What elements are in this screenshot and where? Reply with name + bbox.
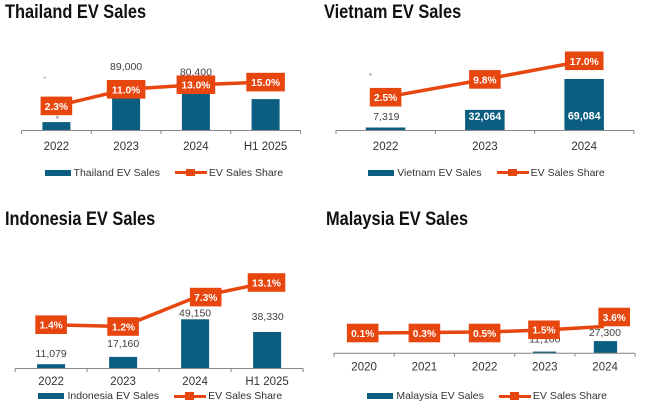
svg-text:17,160: 17,160 [107, 338, 139, 350]
svg-text:38,330: 38,330 [252, 311, 284, 323]
svg-text:32,064: 32,064 [469, 111, 502, 123]
svg-text:2023: 2023 [113, 141, 139, 153]
svg-text:9.8%: 9.8% [473, 75, 496, 86]
svg-text:7,319: 7,319 [373, 111, 399, 123]
svg-text:1.5%: 1.5% [532, 326, 555, 337]
svg-text:1.4%: 1.4% [39, 321, 62, 332]
svg-text:2020: 2020 [351, 362, 377, 374]
svg-text:2023: 2023 [472, 141, 498, 153]
svg-text:69,084: 69,084 [568, 111, 601, 123]
svg-text:2024: 2024 [183, 141, 209, 153]
svg-text:2.5%: 2.5% [374, 93, 397, 104]
svg-text:3.6%: 3.6% [603, 313, 626, 324]
svg-text:2023: 2023 [532, 362, 558, 374]
svg-text:0.1%: 0.1% [351, 329, 374, 340]
svg-text:H1 2025: H1 2025 [245, 376, 288, 388]
svg-text:H1 2025: H1 2025 [244, 141, 287, 153]
svg-text:2022: 2022 [38, 376, 64, 388]
svg-text:13.1%: 13.1% [252, 279, 281, 290]
svg-text:2024: 2024 [592, 362, 618, 374]
svg-text:2024: 2024 [182, 376, 208, 388]
svg-text:15.0%: 15.0% [251, 78, 280, 89]
svg-text:13.0%: 13.0% [181, 81, 210, 92]
svg-text:11.0%: 11.0% [112, 85, 140, 96]
svg-text:1.2%: 1.2% [112, 323, 135, 334]
svg-text:0.5%: 0.5% [473, 329, 496, 340]
svg-text:2022: 2022 [472, 362, 498, 374]
svg-text:2021: 2021 [412, 362, 438, 374]
svg-text:0.3%: 0.3% [413, 329, 436, 340]
svg-text:7.3%: 7.3% [194, 293, 217, 304]
svg-text:2023: 2023 [110, 376, 136, 388]
svg-text:49,150: 49,150 [179, 308, 211, 320]
svg-text:17.0%: 17.0% [570, 57, 599, 68]
svg-text:2022: 2022 [373, 141, 399, 153]
svg-text:89,000: 89,000 [110, 61, 142, 73]
svg-text:2022: 2022 [44, 141, 70, 153]
svg-text:11,079: 11,079 [35, 348, 66, 360]
svg-text:2.3%: 2.3% [45, 102, 68, 113]
svg-text:27,300: 27,300 [589, 327, 621, 339]
svg-text:2024: 2024 [571, 141, 597, 153]
